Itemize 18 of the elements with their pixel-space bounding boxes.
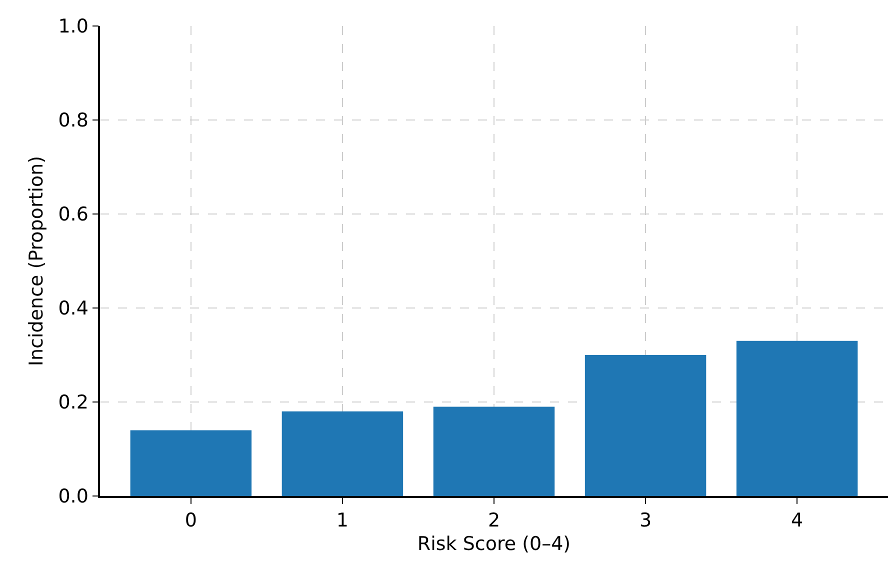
bar xyxy=(584,355,706,496)
x-axis-title: Risk Score (0–4) xyxy=(417,532,571,555)
y-tick-label: 1.0 xyxy=(58,16,88,38)
bar xyxy=(736,340,858,496)
y-tick-label: 0.0 xyxy=(58,486,88,508)
bar xyxy=(130,430,252,496)
bar xyxy=(282,411,404,496)
y-tick-label: 0.4 xyxy=(58,298,88,320)
y-axis-title: Incidence (Proportion) xyxy=(26,156,48,366)
y-tick-label: 0.8 xyxy=(58,110,88,132)
x-tick-label: 2 xyxy=(488,510,500,532)
y-tick-label: 0.6 xyxy=(58,204,88,226)
x-tick-label: 1 xyxy=(336,510,349,532)
y-tick-label: 0.2 xyxy=(58,392,88,414)
x-tick-label: 3 xyxy=(639,510,652,532)
x-tick-label: 0 xyxy=(184,510,197,532)
x-tick-label: 4 xyxy=(791,510,804,532)
bar xyxy=(433,406,555,496)
